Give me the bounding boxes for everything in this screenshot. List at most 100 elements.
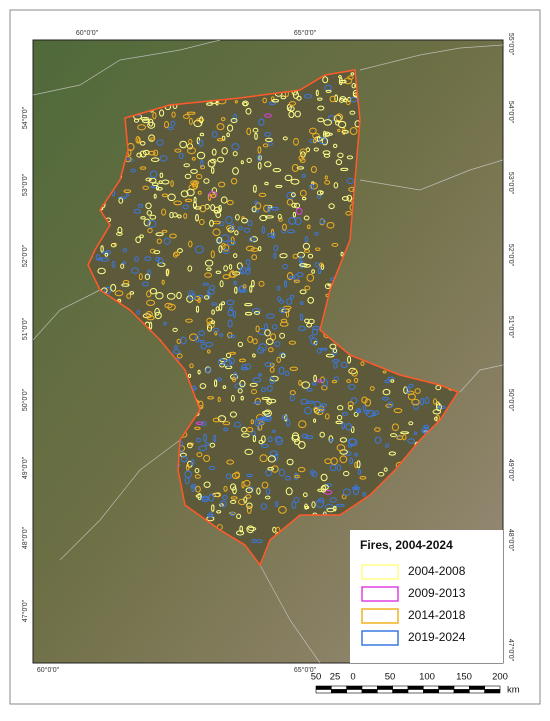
fire-patch [313, 138, 317, 144]
fire-patch [197, 190, 202, 195]
fire-patch [264, 131, 271, 137]
fire-patch [311, 328, 318, 336]
fire-patch [198, 445, 208, 452]
fire-patch [110, 283, 117, 292]
fire-patch [204, 295, 210, 300]
fire-patch [220, 196, 228, 204]
fire-patch [125, 192, 129, 197]
fire-patch [385, 443, 390, 448]
fire-patch [306, 400, 315, 404]
fire-patch [203, 481, 211, 488]
right-label: 52°0'0" [507, 244, 515, 267]
fire-patch [277, 296, 282, 302]
fire-patch [225, 216, 233, 225]
fire-patch [199, 116, 204, 124]
fire-patch [195, 305, 200, 313]
fire-patch [258, 439, 264, 445]
fire-patch [288, 101, 296, 106]
fire-patch [195, 494, 202, 498]
scale-segment [423, 685, 439, 690]
fire-patch [307, 253, 314, 259]
fire-patch [247, 265, 251, 272]
fire-patch [347, 355, 352, 364]
fire-patch [230, 483, 237, 491]
fire-patch [405, 386, 411, 394]
fire-patch [183, 163, 190, 168]
fire-patch [180, 190, 189, 198]
fire-patch [356, 409, 362, 414]
legend-swatch [361, 630, 399, 646]
fire-patch [209, 511, 214, 518]
fire-patch [288, 111, 295, 118]
fire-patch [223, 485, 228, 492]
fire-patch [334, 94, 339, 103]
fire-patch [193, 196, 197, 204]
fire-patch [353, 487, 359, 496]
fire-patch [293, 497, 300, 504]
fire-patch [267, 398, 277, 404]
fire-patch [184, 198, 193, 203]
fire-patch [261, 481, 269, 489]
fire-patch [255, 325, 260, 333]
fire-patch [213, 434, 217, 443]
fire-patch [174, 148, 182, 153]
fire-patch [159, 155, 168, 162]
fire-patch [302, 492, 308, 498]
fire-patch [156, 139, 164, 146]
fire-patch [264, 181, 269, 186]
legend-label: 2019-2024 [408, 630, 466, 644]
fire-patch [145, 311, 153, 318]
fire-patch [211, 302, 218, 306]
fire-patch [354, 452, 359, 457]
fire-patch [202, 282, 210, 286]
fire-patch [217, 396, 221, 403]
fire-patch [346, 379, 352, 383]
fire-patch [138, 273, 143, 281]
fire-patch [195, 485, 201, 493]
fire-patch [298, 441, 306, 449]
fire-patch [145, 177, 152, 182]
fire-patch [329, 497, 338, 503]
fire-patch [199, 218, 205, 226]
fire-patch [129, 291, 135, 295]
fire-patch [301, 381, 311, 389]
scale-label: 100 [419, 672, 435, 683]
fire-patch [304, 503, 308, 510]
fire-patch [147, 150, 156, 156]
fire-patch [291, 164, 299, 172]
fire-patch [346, 194, 353, 202]
fire-patch [362, 492, 366, 497]
fire-patch [201, 497, 210, 501]
fire-patch [413, 403, 419, 411]
fire-patch [320, 473, 328, 482]
fire-patch [292, 253, 298, 259]
fire-patch [166, 292, 176, 300]
fire-patch [309, 127, 317, 135]
fire-patch [347, 401, 354, 408]
fire-patch [337, 152, 344, 159]
fire-patch [252, 127, 259, 133]
fire-patch [168, 126, 174, 130]
fire-patch [391, 423, 399, 432]
fire-patch [231, 143, 240, 151]
fire-patch [337, 405, 344, 411]
fire-patch [122, 248, 128, 253]
fire-patch [261, 443, 269, 448]
fire-patch [240, 160, 244, 165]
fire-patch [234, 230, 239, 236]
fire-patch [159, 172, 164, 179]
scale-segment [484, 685, 501, 690]
left-label: 54°0'0" [21, 106, 29, 129]
fire-patch [230, 236, 235, 245]
fire-patch [234, 100, 238, 104]
fire-patch [164, 121, 169, 129]
scale-segment [453, 689, 470, 694]
fire-patch [172, 251, 178, 258]
fire-patch [382, 388, 391, 396]
fire-patch [226, 299, 235, 306]
fire-patch [211, 504, 215, 512]
fire-patch [155, 232, 164, 237]
fire-patch [285, 475, 291, 481]
fire-patch [350, 426, 355, 434]
fire-patch [264, 329, 271, 337]
